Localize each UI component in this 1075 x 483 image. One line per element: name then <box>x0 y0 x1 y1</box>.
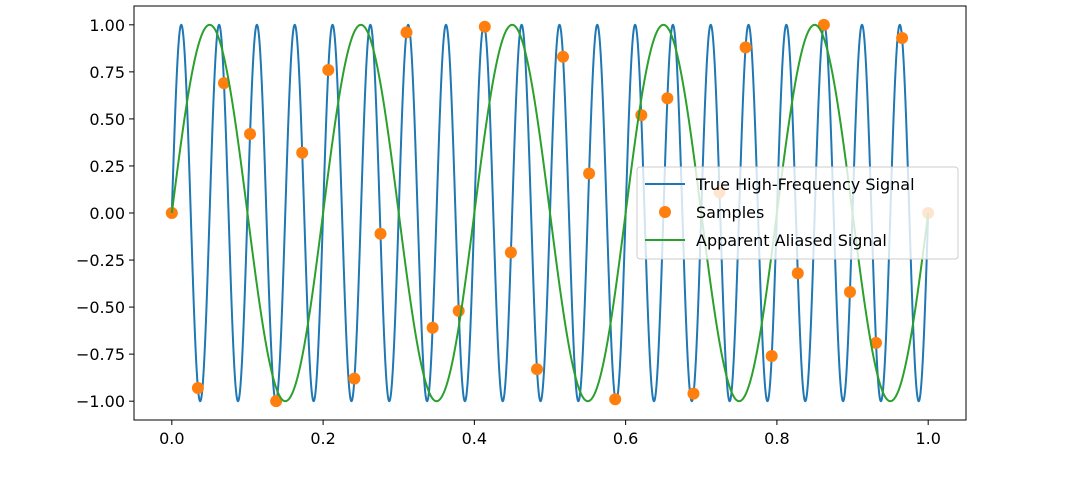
plot-area <box>165 18 935 408</box>
x-tick-label: 1.0 <box>915 429 940 448</box>
sample-point <box>191 382 204 395</box>
series-group <box>165 18 935 408</box>
sample-point <box>426 321 439 334</box>
x-tick-label: 0.2 <box>310 429 335 448</box>
sample-point <box>400 26 413 39</box>
x-axis: 0.0 0.2 0.4 0.6 0.8 1.0 <box>159 420 941 448</box>
sample-point <box>557 50 570 63</box>
x-tick-label: 0.8 <box>764 429 789 448</box>
y-tick-label: 0.00 <box>89 204 125 223</box>
x-tick-label: 0.0 <box>159 429 184 448</box>
y-tick-label: 0.25 <box>89 157 125 176</box>
legend: True High-Frequency Signal Samples Apparen… <box>636 166 959 260</box>
sample-point <box>609 393 622 406</box>
sample-point <box>687 387 700 400</box>
y-tick-label: −0.75 <box>76 345 125 364</box>
y-tick-label: 1.00 <box>89 16 125 35</box>
sample-point <box>322 63 335 76</box>
sample-point <box>583 167 596 180</box>
series-line-2 <box>170 23 930 403</box>
sample-point <box>635 109 648 122</box>
sample-point <box>374 227 387 240</box>
sample-point <box>244 127 257 140</box>
x-tick-label: 0.4 <box>462 429 487 448</box>
sample-point <box>452 304 465 317</box>
sample-point <box>765 350 778 363</box>
sample-point <box>504 246 517 259</box>
legend-box <box>636 166 959 260</box>
sample-point <box>530 363 543 376</box>
sample-point <box>843 286 856 299</box>
sample-point <box>218 77 231 90</box>
legend-label: Apparent Aliased Signal <box>696 231 887 250</box>
y-tick-label: 0.50 <box>89 110 125 129</box>
sample-point <box>478 20 491 33</box>
legend-label: Samples <box>696 203 764 222</box>
sample-point <box>869 336 882 349</box>
sample-point <box>791 267 804 280</box>
sample-point <box>348 372 361 385</box>
sample-point <box>165 207 178 219</box>
y-tick-label: −1.00 <box>76 392 125 411</box>
legend-label: True High-Frequency Signal <box>695 175 915 194</box>
sample-point <box>896 31 909 44</box>
sample-point <box>296 146 309 159</box>
y-tick-label: −0.25 <box>76 251 125 270</box>
y-axis: 1.00 0.75 0.50 0.25 0.00 −0.25 −0.50 −0.75 −1.00 <box>76 16 134 411</box>
y-tick-label: −0.50 <box>76 298 125 317</box>
sample-point <box>817 18 830 31</box>
sample-point <box>739 41 752 54</box>
sample-point <box>270 395 283 408</box>
x-tick-label: 0.6 <box>613 429 638 448</box>
legend-marker-swatch <box>659 206 671 218</box>
y-tick-label: 0.75 <box>89 63 125 82</box>
sample-point <box>661 92 674 105</box>
